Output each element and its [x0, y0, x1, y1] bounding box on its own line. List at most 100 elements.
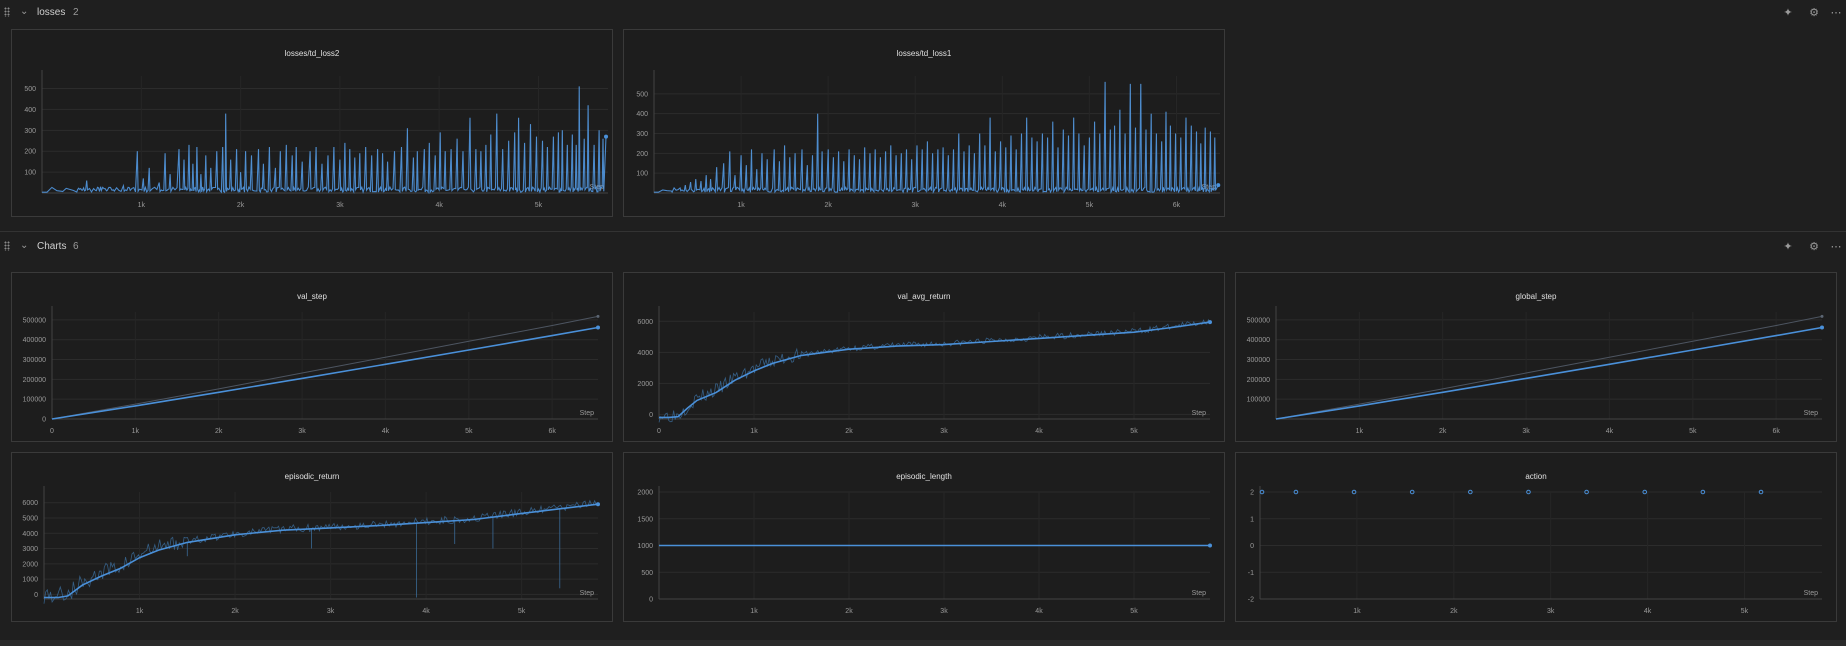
chart-episodic-return: 0 1000 2000 3000 4000 5000 6000 1k 2k 3k 4k 5k Step — [22, 486, 600, 615]
x-tick-label: 2k — [215, 428, 223, 435]
chevron-down-icon[interactable]: ⌄ — [20, 240, 29, 251]
y-tick-label: 0 — [649, 412, 653, 419]
chart-panel-val-avg-return[interactable]: val_avg_return 0 2000 4000 6000 0 1k 2k 3k 4k 5k S… — [623, 272, 1225, 442]
section-header-losses[interactable]: ⌄ losses 2 ✦ ⚙ ⋯ — [0, 0, 1846, 26]
x-tick-label: 5k — [1086, 202, 1094, 209]
scatter-point — [1259, 489, 1265, 495]
step-axis-label: Step — [580, 410, 595, 417]
chart-title: val_step — [297, 292, 327, 301]
step-axis-label: Step — [1804, 590, 1819, 597]
y-tick-label: -1 — [1248, 570, 1254, 577]
x-tick-label: 5k — [1741, 608, 1749, 615]
x-tick-label: 5k — [1689, 428, 1697, 435]
x-tick-label: 1k — [132, 428, 140, 435]
y-tick-label: 3000 — [22, 546, 38, 553]
chart-panel-global-step[interactable]: global_step 100000 200000 300000 400000 5000… — [1235, 272, 1837, 442]
step-axis-label: Step — [580, 590, 595, 597]
x-tick-label: 1k — [1353, 608, 1361, 615]
series-end-point — [596, 325, 600, 330]
y-tick-label: 4000 — [637, 350, 653, 357]
y-tick-label: 1500 — [637, 516, 653, 523]
chart-td-loss2: 100 200 300 400 500 1k 2k 3k 4k 5k Step — [24, 70, 609, 209]
y-tick-label: 1000 — [637, 543, 653, 550]
chart-action: -2 -1 0 1 2 1k 2k 3k 4k 5k Step — [1248, 486, 1822, 615]
y-tick-label: 300000 — [23, 357, 46, 364]
smoothed-series-line — [51, 326, 599, 420]
x-tick-label: 2k — [1439, 428, 1447, 435]
y-tick-label: 300 — [24, 128, 36, 135]
x-tick-label: 3k — [327, 608, 335, 615]
y-tick-label: 2 — [1250, 490, 1254, 497]
y-tick-label: 2000 — [637, 490, 653, 497]
chart-title: episodic_return — [284, 472, 340, 481]
section-title: Charts — [37, 241, 67, 252]
x-tick-label: 5k — [535, 202, 543, 209]
chart-panel-episodic-length[interactable]: episodic_length 0 500 1000 1500 2000 1k 2k 3k 4k… — [623, 452, 1225, 622]
series-end-point — [604, 134, 609, 139]
section-header-charts[interactable]: ⌄ Charts 6 ✦ ⚙ ⋯ — [0, 234, 1846, 260]
step-axis-label: Step — [590, 184, 605, 191]
y-tick-label: 300000 — [1247, 357, 1270, 364]
raw-series-line — [51, 315, 599, 420]
y-tick-label: 200000 — [23, 377, 46, 384]
scatter-point — [1468, 489, 1473, 495]
chart-val-step: 0 100000 200000 300000 400000 500000 0 1k 2k 3k 4k… — [23, 306, 600, 435]
chart-panel-td-loss1[interactable]: losses/td_loss1 100 200 300 400 500 1k 2k 3k 4k 5… — [623, 29, 1225, 217]
section-count: 2 — [73, 7, 79, 18]
y-tick-label: 400000 — [1247, 337, 1270, 344]
x-tick-label: 6k — [1173, 202, 1181, 209]
y-tick-label: 500 — [24, 86, 36, 93]
x-tick-label: 4k — [999, 202, 1007, 209]
x-tick-label: 2k — [845, 428, 853, 435]
more-horizontal-icon[interactable]: ⋯ — [1830, 7, 1842, 19]
y-tick-label: 200 — [24, 149, 36, 156]
x-tick-label: 1k — [750, 428, 758, 435]
chart-panel-td-loss2[interactable]: losses/td_loss2 100 200 300 400 500 1k 2k 3k 4k 5… — [11, 29, 613, 217]
loss-series-line — [654, 81, 1219, 195]
chart-title: val_avg_return — [897, 292, 951, 301]
chart-episodic-length: 0 500 1000 1500 2000 1k 2k 3k 4k 5k Step — [637, 486, 1212, 615]
x-tick-label: 1k — [136, 608, 144, 615]
smoothed-series-line — [1275, 326, 1823, 420]
x-tick-label: 2k — [237, 202, 245, 209]
chart-panel-val-step[interactable]: val_step 0 100000 200000 300000 400000 500000… — [11, 272, 613, 442]
scatter-point — [1700, 489, 1706, 495]
y-tick-label: 500 — [641, 570, 653, 577]
scatter-point — [1526, 489, 1531, 495]
y-tick-label: 500 — [636, 91, 648, 98]
y-tick-label: 6000 — [22, 500, 38, 507]
chart-panel-action[interactable]: action -2 -1 0 1 2 1k 2k 3k 4k 5k Step — [1235, 452, 1837, 622]
bottom-scroll-bar[interactable] — [0, 640, 1846, 646]
x-tick-label: 4k — [1606, 428, 1614, 435]
y-tick-label: 400 — [24, 107, 36, 114]
magic-wand-icon[interactable]: ✦ — [1783, 241, 1793, 253]
x-tick-label: 5k — [1130, 428, 1138, 435]
x-tick-label: 6k — [1772, 428, 1780, 435]
y-tick-label: 2000 — [22, 561, 38, 568]
x-tick-label: 2k — [824, 202, 832, 209]
drag-handle-icon[interactable] — [4, 7, 10, 17]
x-tick-label: 1k — [138, 202, 146, 209]
chevron-down-icon[interactable]: ⌄ — [20, 6, 29, 17]
raw-end-point — [1820, 314, 1824, 318]
chart-panel-episodic-return[interactable]: episodic_return 0 1000 2000 3000 4000 5000 600… — [11, 452, 613, 622]
magic-wand-icon[interactable]: ✦ — [1783, 7, 1793, 19]
x-tick-label: 4k — [382, 428, 390, 435]
gear-icon[interactable]: ⚙ — [1809, 7, 1819, 19]
more-horizontal-icon[interactable]: ⋯ — [1830, 241, 1842, 253]
gear-icon[interactable]: ⚙ — [1809, 241, 1819, 253]
series-end-point — [596, 502, 600, 507]
series-end-point — [1216, 183, 1221, 188]
step-axis-label: Step — [1804, 410, 1819, 417]
y-tick-label: 6000 — [637, 319, 653, 326]
y-tick-label: 100 — [24, 170, 36, 177]
x-tick-label: 3k — [298, 428, 306, 435]
y-tick-label: 100000 — [1247, 397, 1270, 404]
series-end-point — [1820, 325, 1824, 330]
x-tick-label: 5k — [1130, 608, 1138, 615]
drag-handle-icon[interactable] — [4, 241, 10, 251]
y-tick-label: 500000 — [1247, 317, 1270, 324]
x-tick-label: 1k — [750, 608, 758, 615]
y-tick-label: 4000 — [22, 531, 38, 538]
chart-val-avg-return: 0 2000 4000 6000 0 1k 2k 3k 4k 5k Step — [637, 306, 1212, 435]
